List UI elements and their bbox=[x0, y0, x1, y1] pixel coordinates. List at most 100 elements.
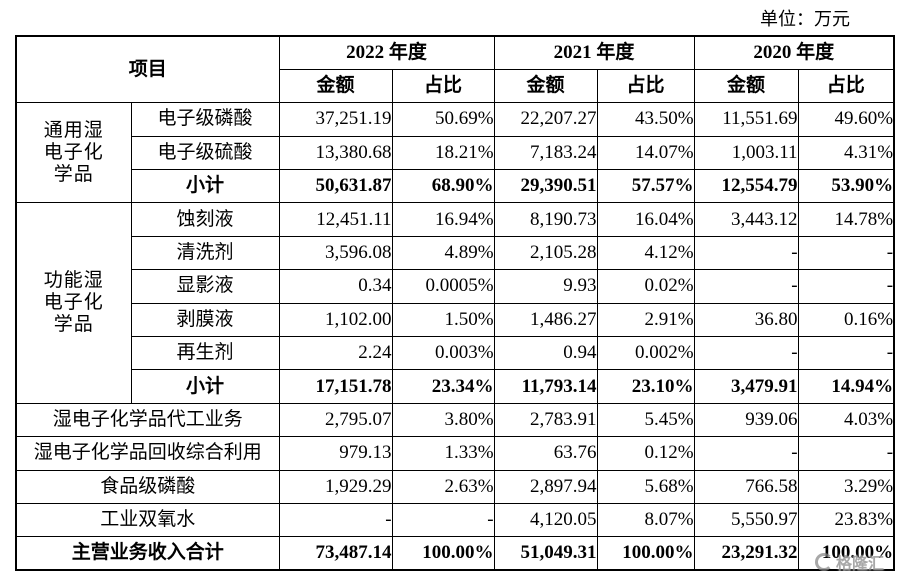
row-label: 湿电子化学品回收综合利用 bbox=[15, 436, 280, 471]
row-label: 工业双氧水 bbox=[15, 502, 280, 538]
amount-2021-cell: 29,390.51 bbox=[493, 169, 598, 204]
row-label: 食品级磷酸 bbox=[15, 469, 280, 504]
revenue-table: 项目 2022 年度 2021 年度 2020 年度 金额 占比 金额 占比 金… bbox=[15, 35, 896, 572]
share-2020-cell: 4.03% bbox=[797, 402, 895, 438]
amount-2021-cell: 1,486.27 bbox=[493, 302, 598, 338]
share-2021-cell: 0.02% bbox=[596, 269, 695, 304]
subtotal-row: 小计 17,151.78 23.34% 11,793.14 23.10% 3,4… bbox=[16, 369, 895, 404]
share-2022-cell: 4.89% bbox=[391, 235, 495, 271]
row-label: 剥膜液 bbox=[130, 302, 280, 338]
share-2020-cell: 3.29% bbox=[797, 469, 895, 504]
row-label: 小计 bbox=[130, 169, 280, 204]
amount-2022-cell: - bbox=[278, 502, 393, 538]
header-amount-2022: 金额 bbox=[278, 68, 393, 104]
amount-2022-cell: 12,451.11 bbox=[278, 202, 393, 237]
amount-2021-cell: 9.93 bbox=[493, 269, 598, 304]
share-2022-cell: 3.80% bbox=[391, 402, 495, 438]
amount-2022-cell: 0.34 bbox=[278, 269, 393, 304]
share-2021-cell: 2.91% bbox=[596, 302, 695, 338]
amount-2020-cell: - bbox=[693, 269, 799, 304]
table-row: 湿电子化学品回收综合利用 979.13 1.33% 63.76 0.12% - … bbox=[15, 436, 895, 471]
header-item: 项目 bbox=[15, 35, 280, 104]
amount-2020-cell: - bbox=[693, 436, 799, 471]
share-2021-cell: 100.00% bbox=[596, 536, 695, 571]
row-label: 电子级磷酸 bbox=[130, 102, 280, 137]
share-2022-cell: 100.00% bbox=[391, 536, 495, 571]
share-2022-cell: 2.63% bbox=[391, 469, 495, 504]
row-label: 蚀刻液 bbox=[130, 202, 280, 237]
amount-2020-cell: 23,291.32 bbox=[693, 536, 799, 571]
category-cell: 通用湿电子化学品 bbox=[15, 102, 132, 204]
amount-2021-cell: 22,207.27 bbox=[493, 102, 598, 137]
amount-2021-cell: 2,105.28 bbox=[493, 235, 598, 271]
category-label: 通用湿电子化学品 bbox=[43, 119, 104, 185]
amount-2022-cell: 17,151.78 bbox=[278, 369, 393, 404]
share-2020-cell: - bbox=[797, 436, 895, 471]
table-row: 清洗剂 3,596.08 4.89% 2,105.28 4.12% - - bbox=[16, 235, 895, 271]
share-2021-cell: 0.002% bbox=[596, 336, 695, 371]
header-row: 金额 占比 金额 占比 金额 占比 bbox=[16, 68, 895, 104]
share-2020-cell: - bbox=[797, 336, 895, 371]
share-2021-cell: 8.07% bbox=[596, 502, 695, 538]
unit-label: 单位：万元 bbox=[760, 9, 850, 29]
table-row: 显影液 0.34 0.0005% 9.93 0.02% - - bbox=[16, 269, 895, 304]
amount-2021-cell: 2,783.91 bbox=[493, 402, 598, 438]
amount-2022-cell: 3,596.08 bbox=[278, 235, 393, 271]
amount-2021-cell: 0.94 bbox=[493, 336, 598, 371]
share-2022-cell: 0.003% bbox=[391, 336, 495, 371]
amount-2021-cell: 2,897.94 bbox=[493, 469, 598, 504]
share-2021-cell: 0.12% bbox=[596, 436, 695, 471]
amount-2020-cell: 3,479.91 bbox=[693, 369, 799, 404]
share-2020-cell: 4.31% bbox=[797, 135, 895, 171]
amount-2020-cell: - bbox=[693, 336, 799, 371]
amount-2020-cell: 766.58 bbox=[693, 469, 799, 504]
amount-2022-cell: 37,251.19 bbox=[278, 102, 393, 137]
amount-2021-cell: 4,120.05 bbox=[493, 502, 598, 538]
header-share-2020: 占比 bbox=[797, 68, 895, 104]
header-share-2021: 占比 bbox=[596, 68, 695, 104]
share-2020-cell: 53.90% bbox=[797, 169, 895, 204]
share-2020-cell: 49.60% bbox=[797, 102, 895, 137]
share-2022-cell: 23.34% bbox=[391, 369, 495, 404]
share-2020-cell: - bbox=[797, 235, 895, 271]
header-year-2020: 2020 年度 bbox=[693, 35, 895, 70]
table-row: 剥膜液 1,102.00 1.50% 1,486.27 2.91% 36.80 … bbox=[16, 302, 895, 338]
share-2022-cell: - bbox=[391, 502, 495, 538]
total-row: 主营业务收入合计 73,487.14 100.00% 51,049.31 100… bbox=[15, 536, 895, 571]
amount-2021-cell: 11,793.14 bbox=[493, 369, 598, 404]
share-2020-cell: 0.16% bbox=[797, 302, 895, 338]
share-2021-cell: 5.68% bbox=[596, 469, 695, 504]
row-label: 小计 bbox=[130, 369, 280, 404]
share-2020-cell: - bbox=[797, 269, 895, 304]
amount-2022-cell: 979.13 bbox=[278, 436, 393, 471]
subtotal-row: 小计 50,631.87 68.90% 29,390.51 57.57% 12,… bbox=[16, 169, 895, 204]
table-row: 工业双氧水 - - 4,120.05 8.07% 5,550.97 23.83% bbox=[15, 502, 895, 538]
share-2020-cell: 23.83% bbox=[797, 502, 895, 538]
total-label: 主营业务收入合计 bbox=[15, 536, 280, 571]
share-2020-cell: 100.00% bbox=[797, 536, 895, 571]
share-2022-cell: 50.69% bbox=[391, 102, 495, 137]
category-cell: 功能湿电子化学品 bbox=[15, 202, 132, 404]
header-year-2022: 2022 年度 bbox=[278, 35, 495, 70]
amount-2022-cell: 2,795.07 bbox=[278, 402, 393, 438]
table-row: 食品级磷酸 1,929.29 2.63% 2,897.94 5.68% 766.… bbox=[15, 469, 895, 504]
amount-2022-cell: 1,929.29 bbox=[278, 469, 393, 504]
table-row: 湿电子化学品代工业务 2,795.07 3.80% 2,783.91 5.45%… bbox=[15, 402, 895, 438]
amount-2022-cell: 13,380.68 bbox=[278, 135, 393, 171]
share-2021-cell: 4.12% bbox=[596, 235, 695, 271]
header-year-2021: 2021 年度 bbox=[493, 35, 695, 70]
header-row: 项目 2022 年度 2021 年度 2020 年度 bbox=[15, 35, 895, 104]
category-label: 功能湿电子化学品 bbox=[43, 270, 104, 336]
row-label: 显影液 bbox=[130, 269, 280, 304]
amount-2020-cell: 5,550.97 bbox=[693, 502, 799, 538]
amount-2022-cell: 2.24 bbox=[278, 336, 393, 371]
amount-2022-cell: 73,487.14 bbox=[278, 536, 393, 571]
share-2021-cell: 16.04% bbox=[596, 202, 695, 237]
amount-2020-cell: - bbox=[693, 235, 799, 271]
row-label: 电子级硫酸 bbox=[130, 135, 280, 171]
amount-2021-cell: 7,183.24 bbox=[493, 135, 598, 171]
share-2022-cell: 1.50% bbox=[391, 302, 495, 338]
share-2020-cell: 14.78% bbox=[797, 202, 895, 237]
header-amount-2021: 金额 bbox=[493, 68, 598, 104]
